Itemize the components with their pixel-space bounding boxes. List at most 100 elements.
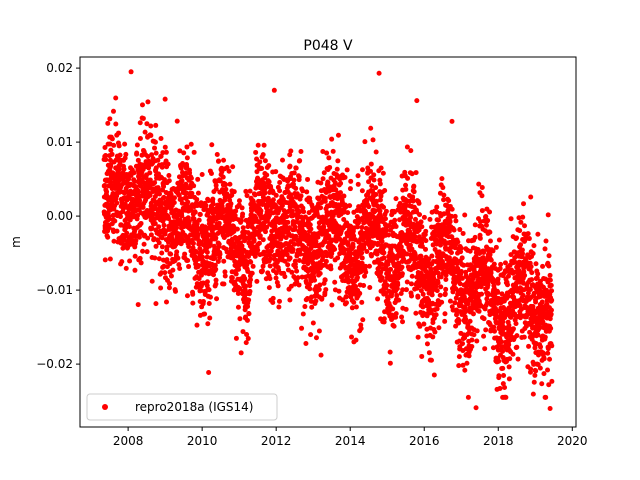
data-point — [217, 178, 223, 184]
data-point — [240, 211, 246, 217]
data-point — [345, 210, 351, 216]
data-point — [322, 277, 328, 283]
data-point — [451, 227, 457, 233]
data-point — [534, 275, 540, 281]
data-point — [233, 335, 239, 341]
data-point — [359, 250, 365, 256]
data-point — [254, 278, 260, 284]
data-point — [270, 197, 276, 203]
data-point — [514, 235, 520, 241]
data-point — [471, 332, 477, 338]
data-point — [441, 197, 447, 203]
data-point — [531, 379, 537, 385]
data-point — [334, 166, 340, 172]
data-point — [261, 142, 267, 148]
data-point — [263, 229, 268, 235]
data-point — [200, 280, 206, 286]
data-point — [502, 260, 508, 266]
data-point — [413, 170, 419, 176]
data-point — [342, 247, 348, 253]
data-point — [341, 193, 347, 199]
data-point — [243, 340, 249, 346]
data-point — [362, 273, 368, 279]
x-tick-label: 2014 — [335, 434, 366, 448]
data-point — [441, 192, 447, 198]
data-point — [173, 288, 179, 294]
data-point — [176, 262, 182, 268]
data-point — [188, 175, 194, 181]
data-point — [188, 207, 194, 213]
data-point — [158, 136, 164, 142]
data-point — [549, 288, 555, 294]
data-point — [246, 297, 252, 303]
data-point — [378, 214, 384, 220]
data-point — [110, 108, 116, 114]
data-point — [404, 251, 410, 257]
data-point — [335, 255, 341, 261]
data-point — [213, 266, 219, 272]
data-point-outlier — [162, 96, 168, 102]
data-point — [198, 272, 204, 278]
data-point — [322, 195, 328, 201]
data-point — [168, 192, 174, 198]
data-point — [282, 274, 288, 280]
data-point — [117, 214, 123, 220]
data-point — [469, 343, 475, 349]
data-point — [242, 276, 248, 282]
data-point — [434, 306, 440, 312]
data-point — [299, 325, 305, 331]
data-point — [510, 351, 516, 357]
data-point — [529, 277, 535, 283]
legend-label: repro2018a (IGS14) — [135, 400, 253, 414]
data-point — [423, 228, 429, 234]
data-point — [262, 190, 268, 196]
data-point — [108, 147, 114, 153]
data-point — [523, 256, 529, 262]
data-point — [415, 334, 421, 340]
data-point — [233, 208, 239, 214]
data-point — [148, 132, 154, 138]
data-point — [479, 193, 485, 199]
data-point — [487, 322, 493, 328]
data-point — [366, 179, 372, 185]
data-point — [499, 339, 505, 345]
data-point — [222, 273, 228, 279]
data-point — [377, 197, 383, 203]
data-point — [474, 338, 480, 344]
data-point — [485, 291, 491, 297]
data-point — [276, 298, 282, 304]
data-points — [101, 69, 555, 411]
data-point — [426, 350, 432, 356]
data-point — [297, 251, 303, 257]
data-point — [293, 233, 299, 239]
data-point — [413, 256, 419, 262]
data-point — [522, 272, 528, 278]
data-point — [408, 148, 414, 154]
data-point — [373, 149, 379, 155]
data-point — [316, 287, 322, 293]
data-point — [437, 292, 443, 298]
data-point — [174, 118, 180, 124]
data-point — [488, 270, 494, 276]
data-point — [161, 194, 167, 200]
data-point — [148, 232, 154, 238]
data-point — [238, 218, 244, 224]
data-point — [300, 188, 306, 194]
data-point — [223, 186, 229, 192]
data-point — [400, 319, 406, 325]
data-point — [541, 371, 547, 377]
data-point — [341, 216, 347, 222]
data-point — [145, 154, 151, 160]
data-point — [116, 143, 122, 149]
data-point — [394, 292, 400, 298]
data-point — [147, 192, 153, 198]
data-point — [229, 192, 235, 198]
data-point — [361, 245, 367, 251]
data-point — [535, 231, 541, 237]
data-point — [398, 244, 404, 250]
data-point — [323, 287, 329, 293]
data-point — [174, 249, 180, 255]
data-point — [505, 282, 510, 288]
data-point — [216, 220, 222, 226]
data-point — [481, 333, 487, 339]
